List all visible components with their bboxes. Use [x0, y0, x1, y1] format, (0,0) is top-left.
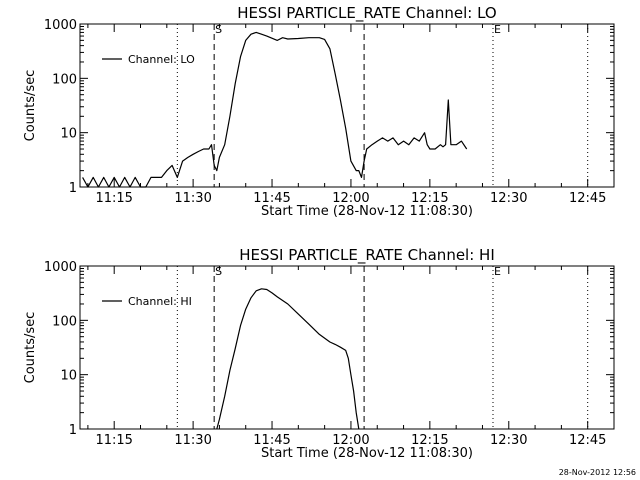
- x-axis-label: Start Time (28-Nov-12 11:08:30): [261, 204, 473, 219]
- chart-title: HESSI PARTICLE_RATE Channel: HI: [239, 246, 495, 265]
- plot-frame: [79, 23, 615, 188]
- panel-hi-channel: HESSI PARTICLE_RATE Channel: HI 1 10 100 100…: [23, 246, 615, 461]
- marker-label: S: [215, 265, 222, 278]
- x-tick-label: 12:30: [490, 433, 527, 448]
- x-tick-label: 12:45: [569, 433, 606, 448]
- x-tick-label: 11:30: [174, 433, 211, 448]
- marker-label: E: [494, 265, 501, 278]
- x-tick-label: 11:45: [253, 191, 290, 206]
- y-tick-label: 10: [60, 369, 77, 384]
- marker-label: E: [494, 23, 501, 36]
- x-tick-label: 12:30: [490, 191, 527, 206]
- y-tick-label: 100: [52, 314, 77, 329]
- footer-timestamp: 28-Nov-2012 12:56: [559, 468, 636, 477]
- y-tick-label: 1: [69, 423, 77, 438]
- x-tick-label: 11:15: [95, 433, 132, 448]
- panel-lo-channel: HESSI PARTICLE_RATE Channel: LO 1 10 100 100…: [23, 4, 615, 219]
- y-tick-label: 1000: [44, 260, 77, 275]
- x-tick-label: 11:45: [253, 433, 290, 448]
- x-tick-label: 11:30: [174, 191, 211, 206]
- series-line: [82, 31, 468, 188]
- chart-title: HESSI PARTICLE_RATE Channel: LO: [237, 4, 496, 23]
- y-tick-label: 100: [52, 72, 77, 87]
- y-tick-label: 10: [60, 127, 77, 142]
- x-tick-label: 11:15: [95, 191, 132, 206]
- marker-label: S: [215, 23, 222, 36]
- series-line: [216, 288, 360, 430]
- legend-label: Channel: LO: [128, 53, 195, 66]
- legend-label: Channel: HI: [128, 295, 192, 308]
- y-axis-label: Counts/sec: [23, 312, 38, 384]
- x-tick-label: 12:45: [569, 191, 606, 206]
- x-tick-label: 12:00: [332, 191, 369, 206]
- x-tick-label: 12:15: [411, 191, 448, 206]
- y-tick-label: 1000: [44, 18, 77, 33]
- plot-frame: [79, 265, 615, 430]
- x-tick-label: 12:00: [332, 433, 369, 448]
- x-axis-label: Start Time (28-Nov-12 11:08:30): [261, 446, 473, 461]
- x-tick-label: 12:15: [411, 433, 448, 448]
- y-tick-label: 1: [69, 181, 77, 196]
- y-axis-label: Counts/sec: [23, 70, 38, 142]
